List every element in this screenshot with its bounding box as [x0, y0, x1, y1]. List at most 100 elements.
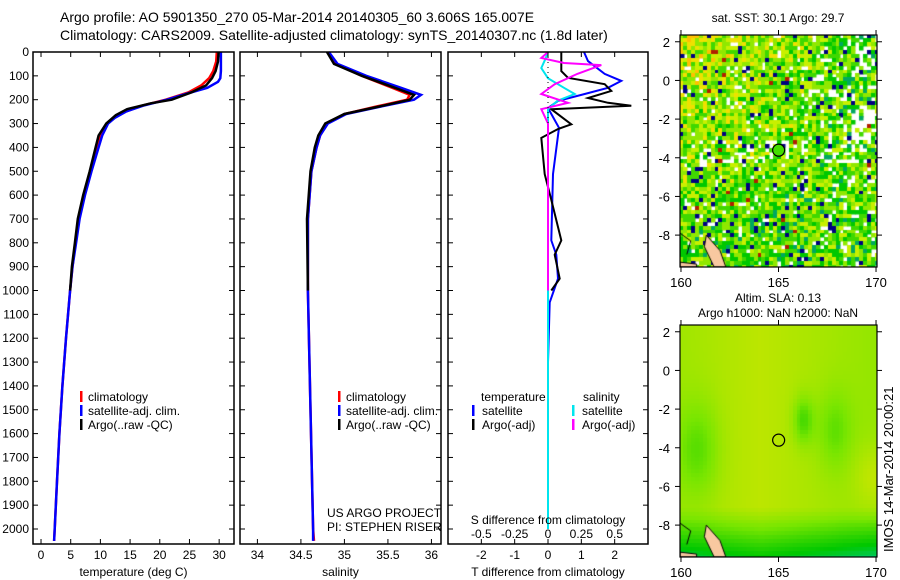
panel-temperature: 0100200300400500600700800900100011001200…: [2, 45, 235, 579]
y-tick-label: 1800: [2, 474, 29, 488]
legend-marker: [572, 419, 575, 430]
y-tick-label: 1000: [2, 284, 29, 298]
map-x-tick-label: 160: [670, 275, 692, 290]
legend-marker: [472, 405, 475, 416]
sla-map-subtitle: Argo h1000: NaN h2000: NaN: [698, 306, 858, 320]
x2-tick-label: -0.5: [471, 527, 492, 541]
x-axis-label: temperature (deg C): [79, 565, 187, 579]
legend-label: satellite-adj. clim.: [346, 404, 438, 418]
y-tick-label: 1100: [3, 307, 29, 321]
series-line-temperature-0: [52, 51, 219, 541]
map-x-tick-label: 170: [865, 275, 887, 290]
y-tick-label: 300: [9, 117, 29, 131]
map-y-tick-label: -6: [658, 479, 670, 494]
x-tick-label: 30: [212, 548, 226, 562]
y-tick-label: 1600: [2, 427, 29, 441]
plot-frame-salinity: [239, 51, 442, 545]
y-tick-label: 2000: [2, 522, 29, 536]
x-tick-label: 35.5: [376, 548, 400, 562]
map-panel-sla_map: 160 165 170 2 0 -2 -4 -6 -8 Altim. SLA: 0.13Argo …: [658, 291, 886, 580]
y-tick-label: 400: [9, 140, 29, 154]
y-tick-label: 100: [9, 69, 29, 83]
x-tick-label: 34: [251, 548, 265, 562]
y-tick-label: 1400: [2, 379, 29, 393]
legend-label: Argo(-adj): [582, 418, 635, 432]
x2-tick-label: 0: [545, 527, 552, 541]
series-line-difference-0: [546, 51, 624, 529]
plot-frame-temperature: [32, 51, 235, 545]
y-tick-label: 600: [9, 188, 29, 202]
legend-label: Argo(..raw -QC): [346, 418, 431, 432]
x-tick-label: 35: [338, 548, 352, 562]
sla-map-title: Altim. SLA: 0.13: [735, 291, 821, 305]
x-tick-label: 25: [183, 548, 197, 562]
legend-marker: [338, 419, 341, 430]
map-y-tick-label: -4: [658, 151, 670, 166]
x-tick-label: 15: [123, 548, 137, 562]
map-y-tick-label: -4: [658, 441, 670, 456]
map-y-tick-label: -8: [658, 518, 670, 533]
map-x-tick-label: 170: [865, 565, 887, 580]
legend-marker: [80, 405, 83, 416]
y-tick-label: 0: [22, 45, 29, 59]
x-tick-label: 0: [545, 548, 552, 562]
legend-label: satellite: [582, 404, 623, 418]
map-x-tick-label: 165: [768, 565, 790, 580]
y-tick-label: 1200: [2, 331, 29, 345]
legend-marker: [472, 419, 475, 430]
legend-label: satellite-adj. clim.: [88, 404, 180, 418]
argo-float-marker: [772, 433, 786, 447]
legend-marker: [338, 391, 341, 402]
y-tick-label: 1500: [2, 403, 29, 417]
legend-label: climatology: [346, 390, 406, 404]
x2-tick-label: -0.25: [501, 527, 529, 541]
map-y-tick-label: 2: [663, 325, 670, 340]
y-tick-label: 1300: [2, 355, 29, 369]
x-tick-label: -1: [509, 548, 520, 562]
series-line-difference-2: [540, 51, 577, 529]
x-tick-label: 20: [153, 548, 167, 562]
y-tick-label: 500: [9, 164, 29, 178]
y-tick-label: 200: [9, 93, 29, 107]
series-line-salinity-2: [305, 51, 417, 291]
x-tick-label: 5: [67, 548, 74, 562]
x-tick-label: 36: [425, 548, 439, 562]
pi-credit: PI: STEPHEN RISER: [327, 520, 442, 534]
sla-map-image: [680, 325, 877, 557]
legend-title-salinity: salinity: [583, 390, 620, 404]
sst-map-title: sat. SST: 30.1 Argo: 29.7: [712, 11, 845, 25]
map-frame: [679, 324, 878, 558]
title-line-2: Climatology: CARS2009. Satellite-adjuste…: [60, 27, 608, 43]
legend-label: Argo(..raw -QC): [88, 418, 173, 432]
legend-marker: [338, 405, 341, 416]
map-y-tick-label: -6: [658, 189, 670, 204]
argo-float-marker: [772, 143, 786, 157]
legend-marker: [572, 405, 575, 416]
imos-timestamp: IMOS 14-Mar-2014 20:00:21: [881, 387, 896, 552]
x-tick-label: 2: [611, 548, 618, 562]
legend-label: climatology: [88, 390, 148, 404]
panel-difference: -2 -1 0 1 2 T difference from climatology -0.5…: [447, 51, 649, 579]
map-y-tick-label: 2: [663, 35, 670, 50]
x-tick-label: -2: [476, 548, 487, 562]
series-line-difference-3: [539, 51, 602, 291]
x2-axis-label: S difference from climatology: [471, 513, 626, 527]
map-panel-sst_map: 160 165 170 2 0 -2 -4 -6 -8 sat. SST: 30.1 Argo: …: [658, 11, 886, 290]
map-y-tick-label: 0: [663, 73, 670, 88]
map-y-tick-label: -2: [658, 402, 670, 417]
x2-tick-label: 0.25: [570, 527, 594, 541]
x-tick-label: 34.5: [289, 548, 313, 562]
map-y-tick-label: -8: [658, 228, 670, 243]
x-tick-label: 1: [578, 548, 585, 562]
y-tick-label: 700: [9, 212, 29, 226]
series-line-temperature-2: [68, 51, 220, 291]
map-x-tick-label: 165: [768, 275, 790, 290]
panel-salinity: 34 34.5 35 35.5 36 salinity climatologysatelli…: [239, 51, 442, 579]
y-tick-label: 900: [9, 260, 29, 274]
y-tick-label: 1700: [2, 450, 29, 464]
x-tick-label: 10: [94, 548, 108, 562]
map-x-tick-label: 160: [670, 565, 692, 580]
legend-label: satellite: [482, 404, 523, 418]
legend-label: Argo(-adj): [482, 418, 535, 432]
